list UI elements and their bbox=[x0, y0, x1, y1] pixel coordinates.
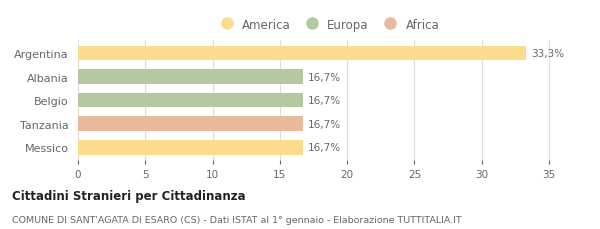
Text: COMUNE DI SANT'AGATA DI ESARO (CS) - Dati ISTAT al 1° gennaio - Elaborazione TUT: COMUNE DI SANT'AGATA DI ESARO (CS) - Dat… bbox=[12, 215, 462, 224]
Text: 16,7%: 16,7% bbox=[308, 96, 341, 106]
Bar bbox=[78, 93, 303, 108]
Text: 33,3%: 33,3% bbox=[532, 49, 565, 59]
Text: Cittadini Stranieri per Cittadinanza: Cittadini Stranieri per Cittadinanza bbox=[12, 189, 245, 202]
Bar bbox=[78, 140, 303, 155]
Bar bbox=[78, 70, 303, 85]
Text: 16,7%: 16,7% bbox=[308, 119, 341, 129]
Text: 16,7%: 16,7% bbox=[308, 143, 341, 153]
Bar bbox=[78, 117, 303, 131]
Bar bbox=[78, 47, 526, 61]
Legend: America, Europa, Africa: America, Europa, Africa bbox=[210, 14, 444, 36]
Text: 16,7%: 16,7% bbox=[308, 72, 341, 82]
